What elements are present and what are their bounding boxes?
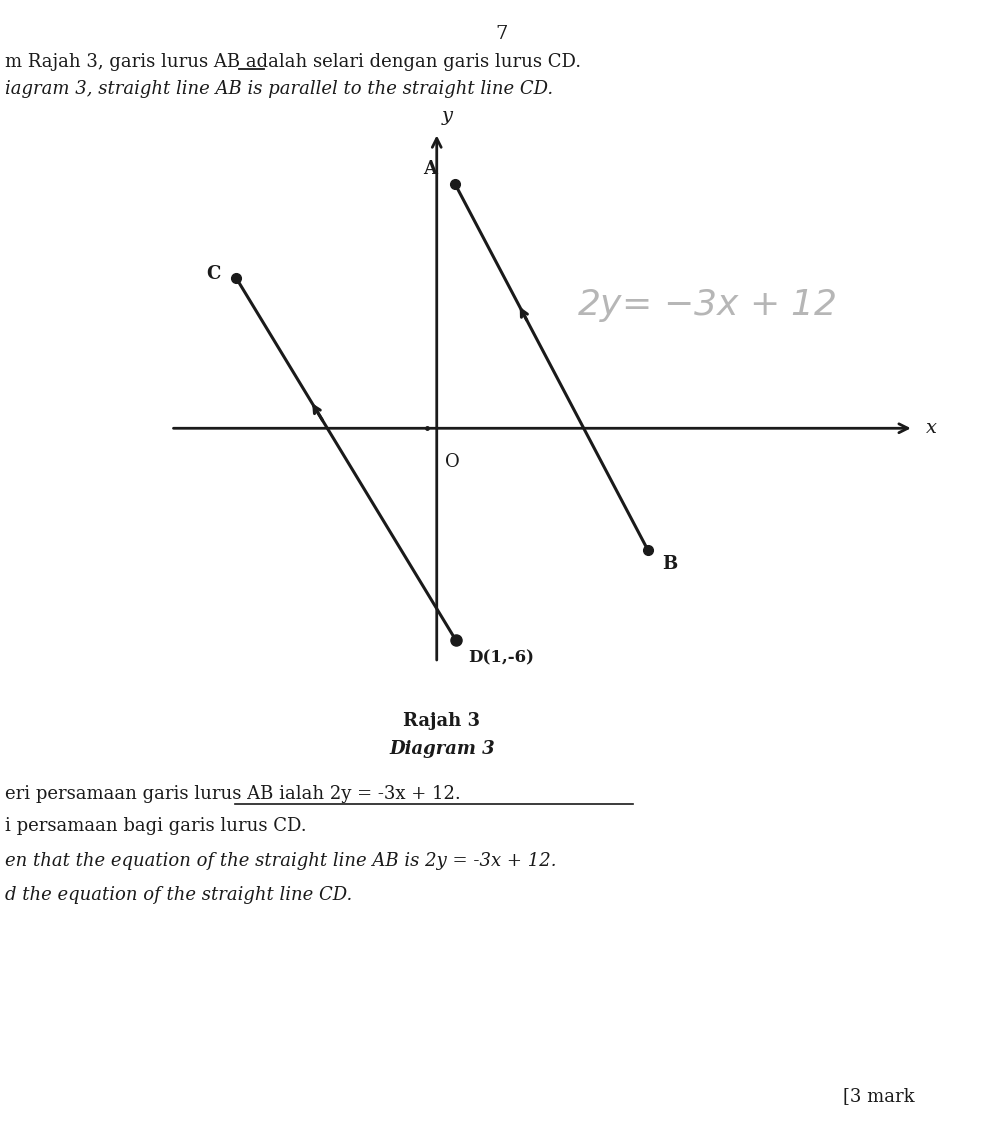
Text: 2y= $\mathdefault{-}$3x + 12: 2y= $\mathdefault{-}$3x + 12 [577, 288, 837, 324]
Text: O: O [444, 453, 459, 471]
Text: [3 mark: [3 mark [843, 1087, 914, 1105]
Text: en that the equation of the straight line AB is 2y = -3x + 12.: en that the equation of the straight lin… [5, 852, 556, 870]
Text: iagram 3, straight line AB is parallel to the straight line CD.: iagram 3, straight line AB is parallel t… [5, 80, 553, 99]
Text: B: B [662, 555, 677, 573]
Text: Diagram 3: Diagram 3 [388, 740, 494, 758]
Text: eri persamaan garis lurus AB ialah 2y = -3x + 12.: eri persamaan garis lurus AB ialah 2y = … [5, 785, 460, 803]
Text: C: C [207, 265, 221, 283]
Text: y: y [441, 107, 452, 125]
Text: D(1,-6): D(1,-6) [467, 649, 534, 666]
Text: d the equation of the straight line CD.: d the equation of the straight line CD. [5, 886, 352, 904]
Text: Rajah 3: Rajah 3 [403, 712, 479, 730]
Text: x: x [925, 419, 936, 437]
Text: i persamaan bagi garis lurus CD.: i persamaan bagi garis lurus CD. [5, 817, 306, 835]
Text: A: A [422, 160, 436, 178]
Text: 7: 7 [495, 25, 508, 43]
Text: m Rajah 3, garis lurus AB adalah selari dengan garis lurus CD.: m Rajah 3, garis lurus AB adalah selari … [5, 53, 581, 71]
